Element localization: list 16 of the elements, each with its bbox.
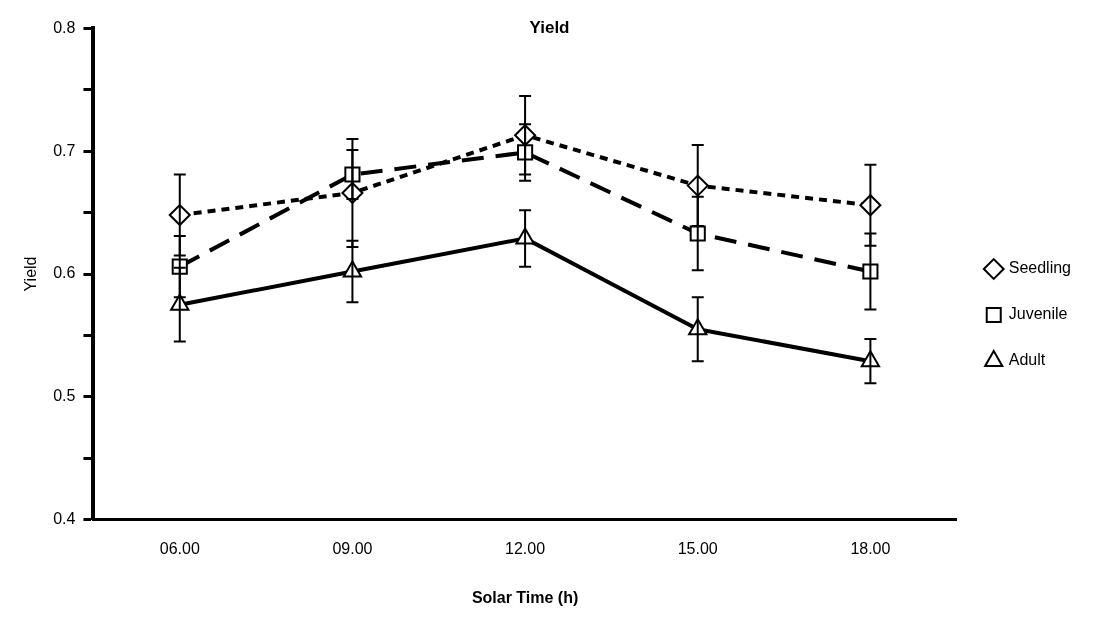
x-axis-title: Solar Time (h) <box>471 588 579 606</box>
y-tick-label: 0.5 <box>53 387 76 405</box>
y-tick-label: 0.7 <box>53 141 76 159</box>
y-tick-label: 0.6 <box>53 264 76 282</box>
chart-title: Yield <box>529 17 570 37</box>
legend-label: Adult <box>1008 351 1046 369</box>
legend-label: Seedling <box>1008 259 1072 277</box>
y-tick-label: 0.4 <box>53 510 76 528</box>
x-tick-label: 06.00 <box>159 539 200 557</box>
y-tick-label: 0.8 <box>53 18 76 36</box>
x-tick-label: 12.00 <box>505 539 546 557</box>
y-axis-title: Yield <box>22 256 40 292</box>
x-tick-label: 09.00 <box>332 539 373 557</box>
x-tick-label: 15.00 <box>677 539 718 557</box>
legend-label: Juvenile <box>1008 305 1068 323</box>
x-tick-label: 18.00 <box>850 539 891 557</box>
